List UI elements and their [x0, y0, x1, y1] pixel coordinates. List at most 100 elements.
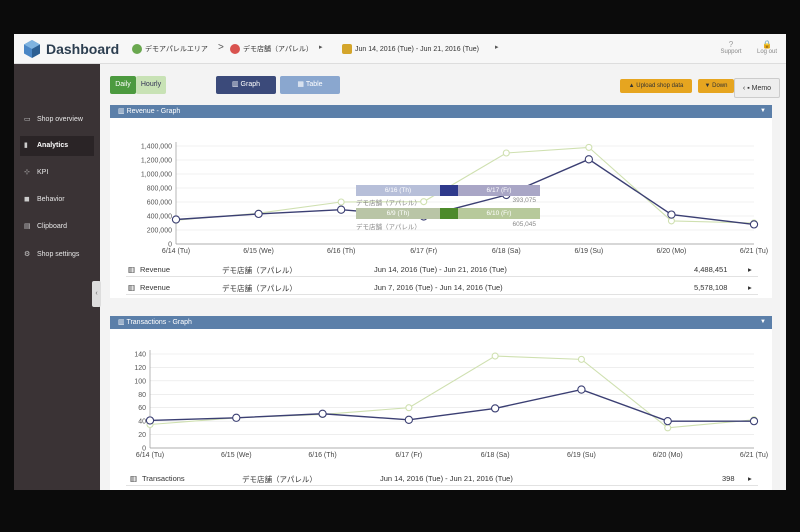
y-tick-label: 0 — [142, 446, 146, 453]
tooltip-date-4: 6/10 (Fr) — [458, 208, 540, 219]
series-current-point — [667, 210, 676, 219]
x-tick-label: 6/20 (Mo) — [656, 248, 686, 255]
transactions-summary-row[interactable]: ▥ Transactions デモ店舗（アパレル） Jun 14, 2016 (… — [126, 471, 758, 486]
series-previous-point — [502, 149, 510, 157]
clipboard-icon: ▤ — [24, 223, 31, 230]
upload-shop-data-button[interactable]: ▲ Upload shop data — [620, 79, 692, 93]
top-bar: Dashboard デモアパレルエリア > デモ店舗（アパレル） ▸ Jun 1… — [14, 34, 786, 64]
x-tick-label: 6/14 (Tu) — [162, 248, 190, 255]
memo-button[interactable]: ‹ ▪ Memo — [734, 78, 780, 98]
tooltip-swatch-previous — [440, 208, 458, 219]
sidebar-item-shop-settings[interactable]: ⚙ Shop settings — [20, 245, 94, 265]
table-view-button[interactable]: ▦ Table — [280, 76, 340, 94]
breadcrumb-date[interactable]: Jun 14, 2016 (Tue) - Jun 21, 2016 (Tue) — [342, 44, 479, 54]
daily-button[interactable]: Daily — [110, 76, 136, 94]
series-current-point — [318, 409, 327, 418]
chart-icon: ▮ — [24, 142, 28, 149]
x-tick-label: 6/16 (Th) — [308, 452, 336, 459]
x-tick-label: 6/14 (Tu) — [136, 452, 164, 459]
y-tick-label: 20 — [138, 432, 146, 439]
sidebar-item-behavior[interactable]: ◼ Behavior — [20, 190, 94, 210]
series-previous-point — [405, 404, 413, 412]
y-tick-label: 60 — [138, 405, 146, 412]
y-tick-label: 0 — [168, 242, 172, 249]
series-current-point — [584, 155, 594, 164]
caret-right-icon: ▸ — [495, 44, 499, 51]
camera-icon: ◼ — [24, 196, 30, 203]
y-tick-label: 800,000 — [147, 186, 172, 193]
x-tick-label: 6/19 (Su) — [567, 452, 596, 459]
x-tick-label: 6/18 (Sa) — [481, 452, 510, 459]
shop-icon — [230, 44, 240, 55]
series-current-point — [663, 416, 672, 426]
y-tick-label: 1,200,000 — [141, 158, 172, 165]
series-previous-point — [664, 424, 672, 432]
kpi-icon: ⊹ — [24, 169, 30, 176]
hourly-button[interactable]: Hourly — [136, 76, 166, 94]
breadcrumb-area[interactable]: デモアパレルエリア — [132, 44, 208, 55]
chevron-left-icon: ‹ — [95, 290, 98, 297]
series-current-point — [749, 416, 759, 426]
x-tick-label: 6/16 (Th) — [327, 248, 355, 255]
download-button[interactable]: ▼ Down — [698, 79, 734, 93]
revenue-summary-row[interactable]: ▥ Revenue デモ店舗（アパレル） Jun 7, 2016 (Tue) -… — [126, 280, 758, 295]
series-current-point — [404, 415, 414, 424]
tooltip-date-3: 6/9 (Th) — [356, 208, 440, 219]
bar-chart-icon: ▥ — [130, 474, 138, 483]
help-icon: ? — [728, 40, 734, 49]
logout-link[interactable]: 🔒 Log out — [752, 40, 782, 55]
series-current-point — [336, 205, 346, 214]
y-tick-label: 600,000 — [147, 200, 172, 207]
app-screen: Dashboard デモアパレルエリア > デモ店舗（アパレル） ▸ Jun 1… — [14, 34, 786, 490]
sidebar-item-clipboard[interactable]: ▤ Clipboard — [20, 217, 94, 237]
y-tick-label: 1,400,000 — [141, 144, 172, 151]
caret-right-icon: ▸ — [748, 474, 752, 483]
y-tick-label: 140 — [134, 352, 146, 359]
revenue-panel-header[interactable]: ▥ Revenue - Graph ▼ — [110, 105, 772, 118]
sidebar-item-analytics[interactable]: ▮ Analytics — [20, 136, 94, 156]
memo-icon: ‹ ▪ — [742, 85, 752, 92]
series-previous-point — [491, 352, 499, 360]
sidebar-collapse-handle[interactable]: ‹ — [92, 281, 101, 307]
x-tick-label: 6/15 (We) — [221, 452, 252, 459]
monitor-icon: ▭ — [24, 116, 31, 123]
sidebar-item-shop-overview[interactable]: ▭ Shop overview — [20, 110, 94, 130]
graph-view-button[interactable]: ▥ Graph — [216, 76, 276, 94]
transactions-panel-header[interactable]: ▥ Transactions - Graph ▼ — [110, 316, 772, 329]
x-tick-label: 6/20 (Mo) — [653, 452, 683, 459]
upload-icon: ▲ — [628, 83, 637, 89]
series-current-line — [175, 158, 755, 226]
chevron-down-icon[interactable]: ▼ — [760, 108, 766, 114]
x-tick-label: 6/18 (Sa) — [492, 248, 521, 255]
download-icon: ▼ — [704, 83, 713, 89]
caret-right-icon: ▸ — [748, 265, 752, 274]
area-icon — [132, 44, 142, 55]
y-tick-label: 200,000 — [147, 228, 172, 235]
y-tick-label: 1,000,000 — [141, 172, 172, 179]
series-previous-point — [585, 143, 593, 151]
revenue-summary-row[interactable]: ▥ Revenue デモ店舗（アパレル） Jun 14, 2016 (Tue) … — [126, 262, 758, 277]
y-tick-label: 400,000 — [147, 214, 172, 221]
x-tick-label: 6/19 (Su) — [574, 248, 603, 255]
y-tick-label: 120 — [134, 365, 146, 372]
series-current-point — [490, 404, 500, 413]
x-tick-label: 6/15 (We) — [243, 248, 274, 255]
lock-icon: 🔒 — [762, 40, 772, 49]
y-tick-label: 100 — [134, 378, 146, 385]
series-previous-point — [420, 198, 428, 206]
series-current-point — [749, 220, 759, 229]
sidebar: ▭ Shop overview ▮ Analytics ⊹ KPI ◼ Behavior… — [14, 64, 100, 490]
x-tick-label: 6/21 (Tu) — [740, 452, 768, 459]
bar-chart-icon: ▥ — [128, 265, 136, 274]
bar-chart-icon: ▥ — [231, 81, 241, 88]
sidebar-item-kpi[interactable]: ⊹ KPI — [20, 163, 94, 183]
breadcrumb-shop[interactable]: デモ店舗（アパレル） — [230, 44, 313, 55]
tooltip-swatch-current — [440, 185, 458, 196]
series-previous-line — [175, 146, 755, 224]
support-link[interactable]: ? Support — [716, 40, 746, 55]
transactions-panel — [110, 329, 772, 490]
app-title: Dashboard — [46, 41, 120, 57]
tooltip-date-2: 6/17 (Fr) — [458, 185, 540, 196]
chevron-down-icon[interactable]: ▼ — [760, 319, 766, 325]
series-previous-point — [577, 355, 585, 363]
